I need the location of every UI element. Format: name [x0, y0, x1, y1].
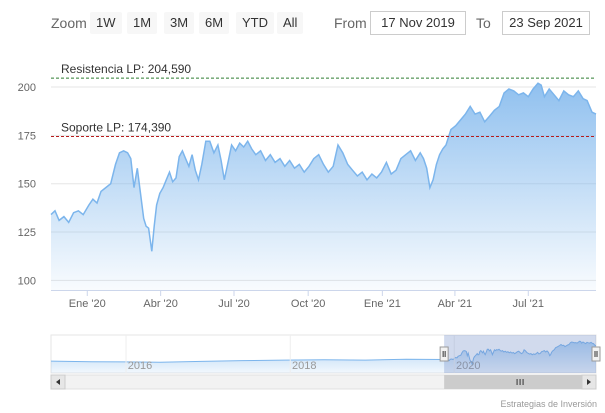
zoom-ytd-button[interactable]: YTD	[236, 12, 274, 34]
credit-text: Estrategias de Inversión	[500, 399, 597, 409]
zoom-6m-button[interactable]: 6M	[199, 12, 230, 34]
zoom-all-button[interactable]: All	[277, 12, 304, 34]
range-selector: Zoom 1W 1M 3M 6M YTD All From 17 Nov 201…	[0, 0, 605, 46]
navigator-left-handle[interactable]	[439, 346, 449, 362]
series-line	[50, 82, 597, 252]
y-tick-label: 150	[18, 179, 36, 191]
x-tick-label: Abr '20	[143, 298, 178, 310]
x-tick-label: Ene '21	[364, 298, 401, 310]
resistance-label: Resistencia LP: 204,590	[61, 62, 191, 76]
x-tick-label: Oct '20	[291, 298, 326, 310]
y-tick-label: 125	[18, 227, 36, 239]
arrow-right-icon	[587, 379, 591, 385]
navigator-line	[50, 340, 597, 365]
axes: 100 125 150 175 200 Ene '20 Abr '20 Jul '20 Oct …	[18, 82, 596, 310]
zoom-1m-button[interactable]: 1M	[127, 12, 158, 34]
navigator[interactable]: 2016 2018 2020	[50, 334, 601, 390]
zoom-label: Zoom	[51, 15, 87, 31]
y-tick-label: 175	[18, 130, 36, 142]
x-tick-label: Jul '21	[513, 298, 544, 310]
zoom-3m-button[interactable]: 3M	[164, 12, 195, 34]
navigator-year-label: 2020	[456, 360, 480, 372]
x-tick-label: Abr '21	[438, 298, 473, 310]
from-label: From	[334, 15, 367, 31]
handle-grip	[591, 346, 601, 362]
navigator-area	[51, 341, 596, 373]
navigator-right-handle[interactable]	[591, 346, 601, 362]
y-tick-label: 200	[18, 82, 36, 94]
x-tick-label: Jul '20	[218, 298, 249, 310]
navigator-year-label: 2016	[128, 360, 152, 372]
to-label: To	[476, 15, 491, 31]
plot-lines: Resistencia LP: 204,590 Soporte LP: 174,3…	[51, 62, 596, 138]
handle-grip	[439, 346, 449, 362]
support-label: Soporte LP: 174,390	[61, 121, 171, 135]
navigator-year-label: 2018	[292, 360, 316, 372]
y-tick-label: 100	[18, 275, 36, 287]
navigator-selection	[444, 335, 596, 373]
arrow-left-icon	[56, 379, 60, 385]
from-date-input[interactable]: 17 Nov 2019	[370, 11, 466, 35]
series-area	[50, 82, 597, 290]
x-tick-label: Ene '20	[69, 298, 106, 310]
series-area-fill	[51, 83, 596, 290]
zoom-1w-button[interactable]: 1W	[90, 12, 122, 34]
to-date-input[interactable]: 23 Sep 2021	[502, 11, 590, 35]
